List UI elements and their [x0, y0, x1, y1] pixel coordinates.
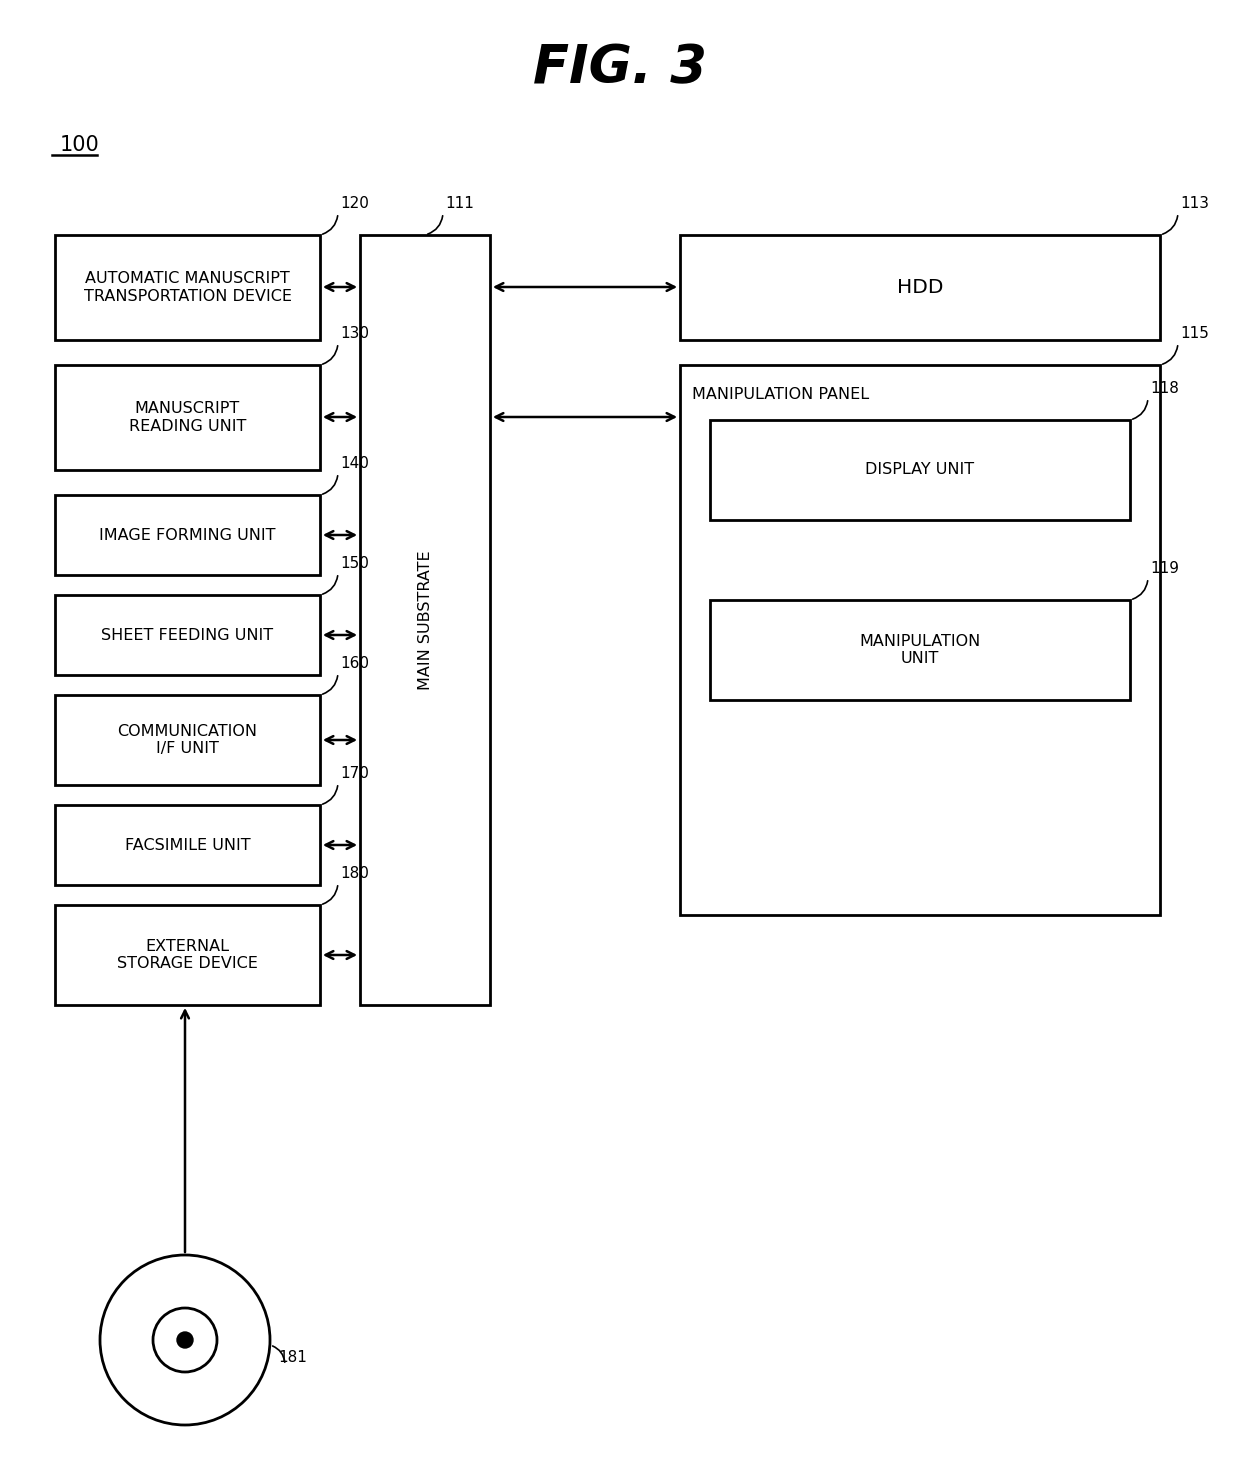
Bar: [680, 366, 1159, 915]
Text: AUTOMATIC MANUSCRIPT
TRANSPORTATION DEVICE: AUTOMATIC MANUSCRIPT TRANSPORTATION DEVI…: [83, 271, 291, 303]
Bar: [55, 495, 320, 576]
Bar: [711, 420, 1130, 520]
Text: MANIPULATION
UNIT: MANIPULATION UNIT: [859, 634, 981, 666]
Text: 119: 119: [1149, 561, 1179, 576]
Text: SHEET FEEDING UNIT: SHEET FEEDING UNIT: [102, 628, 274, 643]
Text: 160: 160: [340, 656, 370, 672]
Bar: [360, 235, 490, 1005]
Bar: [55, 806, 320, 884]
Text: MANUSCRIPT
READING UNIT: MANUSCRIPT READING UNIT: [129, 401, 247, 434]
Bar: [55, 235, 320, 339]
Text: 111: 111: [445, 197, 474, 211]
Text: FIG. 3: FIG. 3: [533, 42, 707, 95]
Text: 115: 115: [1180, 326, 1209, 341]
Text: IMAGE FORMING UNIT: IMAGE FORMING UNIT: [99, 527, 275, 542]
Text: DISPLAY UNIT: DISPLAY UNIT: [866, 462, 975, 478]
Text: EXTERNAL
STORAGE DEVICE: EXTERNAL STORAGE DEVICE: [117, 938, 258, 972]
Text: 181: 181: [278, 1351, 306, 1365]
Text: 100: 100: [60, 136, 99, 154]
Circle shape: [177, 1332, 193, 1348]
Text: 150: 150: [340, 557, 368, 571]
Text: 118: 118: [1149, 380, 1179, 396]
Bar: [55, 594, 320, 675]
Text: 140: 140: [340, 456, 368, 471]
Text: FACSIMILE UNIT: FACSIMILE UNIT: [125, 838, 250, 852]
Bar: [680, 235, 1159, 339]
Text: HDD: HDD: [897, 278, 944, 297]
Text: 120: 120: [340, 197, 368, 211]
Bar: [55, 366, 320, 471]
Bar: [55, 905, 320, 1005]
Text: MAIN SUBSTRATE: MAIN SUBSTRATE: [418, 551, 433, 689]
Bar: [711, 600, 1130, 699]
Text: MANIPULATION PANEL: MANIPULATION PANEL: [692, 388, 869, 402]
Text: 170: 170: [340, 766, 368, 781]
Text: COMMUNICATION
I/F UNIT: COMMUNICATION I/F UNIT: [118, 724, 258, 756]
Text: 180: 180: [340, 865, 368, 881]
Bar: [55, 695, 320, 785]
Text: 113: 113: [1180, 197, 1209, 211]
Text: 130: 130: [340, 326, 370, 341]
